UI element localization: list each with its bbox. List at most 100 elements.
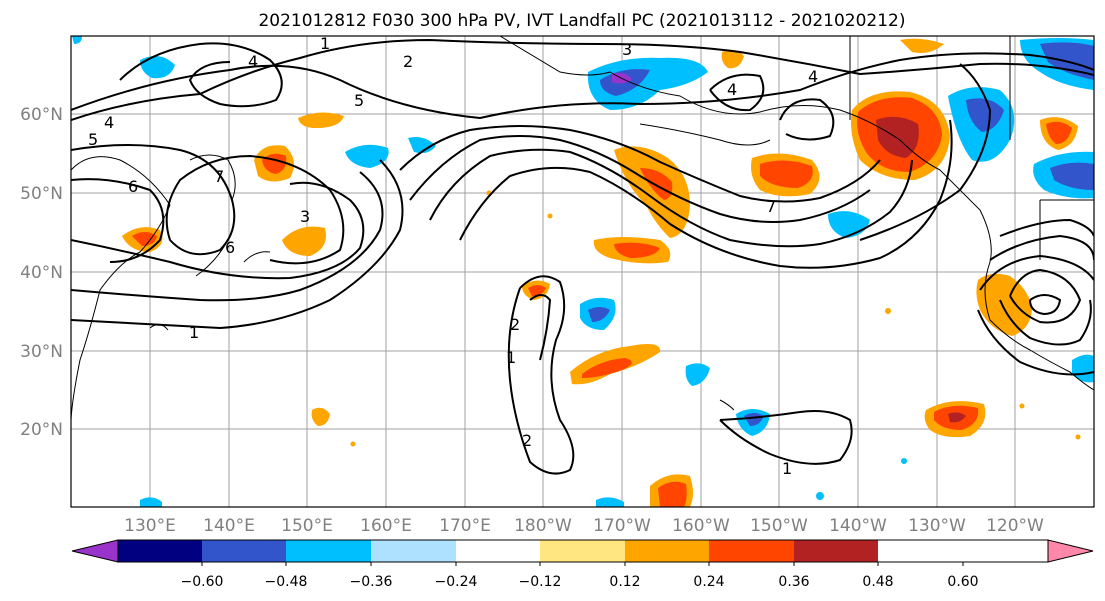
colorbar-tick-label: 0.24 [693, 574, 724, 590]
colorbar-tick-label: −0.12 [519, 574, 562, 590]
contour-label: 6 [128, 177, 138, 196]
positive-anomaly-region [900, 38, 944, 53]
positive-anomaly-region [282, 226, 326, 256]
lon-label: 130°E [124, 516, 176, 536]
latitude-labels: 60°N 50°N 40°N 30°N 20°N [20, 105, 63, 440]
negative-anomaly-region [816, 492, 824, 500]
lat-label: 50°N [20, 184, 63, 204]
lon-label: 180°W [514, 516, 572, 536]
contour-label: 7 [766, 197, 776, 216]
colorbar-segment [371, 540, 456, 562]
contour-label: 2 [522, 431, 532, 450]
negative-anomaly-region [72, 36, 82, 44]
contour-label: 3 [300, 207, 310, 226]
negative-anomaly-region [685, 363, 710, 386]
contour-labels: 1 2 3 4 4 4 5 6 6 7 2 1 2 1 3 4 5 7 1 [88, 34, 818, 478]
contour-label: 2 [510, 315, 520, 334]
colorbar-tick-label: 0.36 [778, 574, 809, 590]
positive-anomaly-region [122, 227, 163, 252]
positive-anomaly-region [751, 153, 820, 197]
positive-anomaly-region [593, 237, 671, 264]
colorbar-segment [286, 540, 371, 562]
positive-anomaly-region [650, 474, 693, 507]
lat-label: 30°N [20, 342, 63, 362]
contour-label: 5 [354, 91, 364, 110]
colorbar-segment [118, 540, 202, 562]
contour-label: 1 [189, 323, 199, 342]
lon-label: 130°W [908, 516, 966, 536]
lon-label: 120°W [986, 516, 1044, 536]
lon-label: 150°W [750, 516, 808, 536]
lon-label: 160°W [672, 516, 730, 536]
map-panel: 1 2 3 4 4 4 5 6 6 7 2 1 2 1 3 4 5 7 1 [70, 34, 1095, 508]
positive-anomaly-region [614, 146, 690, 238]
contour-label: 3 [622, 40, 632, 59]
contour-label: 1 [320, 34, 330, 53]
negative-anomaly-region [140, 56, 175, 79]
lat-label: 60°N [20, 105, 63, 125]
contour-label: 6 [225, 238, 235, 257]
contour-label: 2 [403, 52, 413, 71]
pv-contours [71, 38, 1094, 475]
colorbar-tick-label: −0.36 [350, 574, 393, 590]
positive-anomaly-region [298, 112, 344, 128]
lon-label: 160°E [360, 516, 412, 536]
map-frame [70, 35, 1095, 508]
positive-anomaly-region [1019, 403, 1025, 409]
lat-label: 40°N [20, 263, 63, 283]
positive-anomaly-region [851, 91, 950, 180]
negative-anomaly-region [1072, 354, 1094, 383]
colorbar-segment [540, 540, 625, 562]
colorbar-tick-label: −0.24 [435, 574, 478, 590]
colorbar-frame [117, 539, 1049, 563]
negative-anomaly-region [1033, 151, 1094, 199]
positive-anomaly-region [721, 49, 744, 69]
negative-anomaly-region [140, 497, 162, 507]
positive-anomaly-region [924, 401, 986, 438]
contour-label: 4 [104, 113, 114, 132]
colorbar-segment [794, 540, 878, 562]
negative-anomaly-region [948, 87, 1015, 162]
positive-anomaly-region [311, 407, 330, 426]
positive-anomaly-region [547, 213, 553, 219]
contour-label: 4 [727, 80, 737, 99]
positive-anomaly-region [1046, 121, 1072, 144]
negative-anomaly-region [408, 137, 436, 154]
colorbar-extend-min [71, 539, 119, 563]
contour-label: 5 [88, 130, 98, 149]
negative-anomaly-region [345, 144, 389, 168]
contour-label: 7 [214, 167, 224, 186]
colorbar-segment [456, 540, 540, 562]
contour-label: 1 [782, 459, 792, 478]
positive-anomaly-region [350, 441, 356, 447]
colorbar-segment [709, 540, 794, 562]
colorbar-tick-label: 0.48 [862, 574, 893, 590]
ivt-shading [72, 36, 1094, 507]
lon-label: 150°E [281, 516, 333, 536]
contour-label: 4 [808, 67, 818, 86]
colorbar-tick-label: 0.60 [947, 574, 978, 590]
colorbar-segment [202, 540, 286, 562]
colorbar-extend-max [1047, 539, 1094, 563]
lon-label: 170°E [439, 516, 491, 536]
colorbar-segment [625, 540, 709, 562]
lon-label: 170°W [593, 516, 651, 536]
negative-anomaly-region [901, 458, 907, 464]
positive-anomaly-region [1075, 434, 1081, 440]
gridlines [71, 36, 1094, 507]
colorbar [71, 539, 1094, 566]
lon-label: 140°W [829, 516, 887, 536]
colorbar-tick-label: −0.60 [181, 574, 224, 590]
colorbar-tick-label: 0.12 [609, 574, 640, 590]
negative-anomaly-region [596, 497, 624, 507]
colorbar-tick-label: −0.48 [265, 574, 308, 590]
longitude-labels: 130°E 140°E 150°E 160°E 170°E 180°W 170°… [124, 516, 1044, 536]
figure-title: 2021012812 F030 300 hPa PV, IVT Landfall… [258, 11, 905, 31]
colorbar-tick-labels: −0.60 −0.48 −0.36 −0.24 −0.12 0.12 0.24 … [181, 574, 979, 590]
contour-label: 4 [248, 52, 258, 71]
lon-label: 140°E [203, 516, 255, 536]
positive-anomaly-region [570, 344, 661, 385]
negative-anomaly-region [580, 297, 616, 330]
lat-label: 20°N [20, 420, 63, 440]
